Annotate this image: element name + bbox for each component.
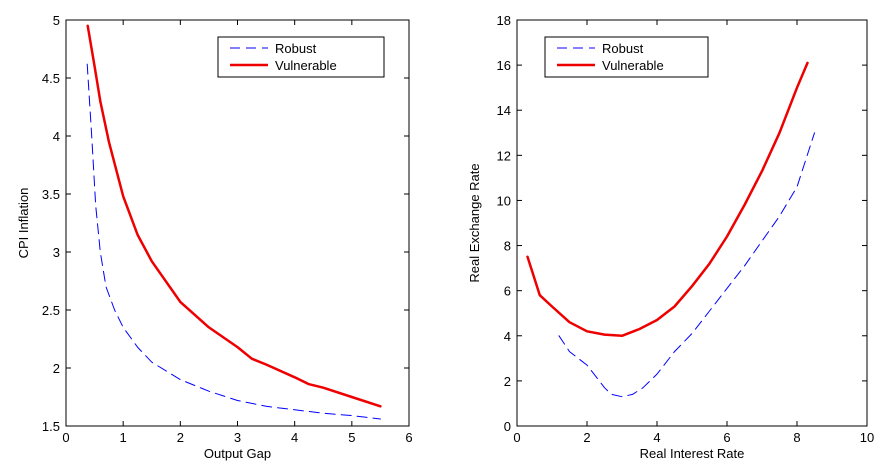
legend-label: Robust — [275, 41, 317, 56]
x-tick-label: 2 — [583, 430, 590, 445]
legend-box — [217, 36, 385, 78]
x-tick-label: 8 — [793, 430, 800, 445]
x-tick-label: 2 — [177, 430, 184, 445]
x-tick-label: 6 — [723, 430, 730, 445]
legend-label: Vulnerable — [602, 58, 664, 73]
chart-panel-1: 0 1 2 3 4 5 6 1.5 2 2.5 3 3.5 4 4.5 5 Output Gap CPI Inf… — [16, 13, 413, 461]
plot-area — [65, 19, 410, 427]
x-tick-label: 1 — [120, 430, 127, 445]
y-axis-label: CPI Inflation — [16, 188, 31, 259]
legend-label: Robust — [602, 41, 644, 56]
y-tick-label: 1.5 — [42, 419, 60, 434]
plot-area — [516, 19, 868, 427]
x-tick-label: 3 — [234, 430, 241, 445]
x-axis-label: Real Interest Rate — [640, 446, 745, 461]
x-axis-label: Output Gap — [204, 446, 271, 461]
y-tick-label: 3.5 — [42, 187, 60, 202]
x-tick-label: 0 — [62, 430, 69, 445]
y-tick-label: 4 — [504, 329, 511, 344]
y-tick-label: 8 — [504, 239, 511, 254]
y-tick-label: 16 — [497, 58, 511, 73]
x-tick-label: 4 — [291, 430, 298, 445]
y-tick-label: 6 — [504, 284, 511, 299]
y-tick-label: 18 — [497, 13, 511, 28]
series-line-vulnerable — [86, 24, 382, 408]
x-tick-label: 5 — [348, 430, 355, 445]
y-tick-label: 2 — [53, 361, 60, 376]
series-line-robust — [86, 63, 381, 420]
y-tick-label: 4.5 — [42, 71, 60, 86]
y-tick-label: 2.5 — [42, 303, 60, 318]
x-tick-label: 10 — [860, 430, 874, 445]
y-tick-label: 3 — [53, 245, 60, 260]
chart-panel-2: 0 2 4 6 8 10 0 2 4 6 8 10 12 14 16 18 Real Interest Rate… — [467, 13, 874, 461]
y-tick-label: 14 — [497, 103, 511, 118]
y-tick-label: 10 — [497, 193, 511, 208]
legend-box — [544, 36, 709, 78]
x-tick-label: 0 — [513, 430, 520, 445]
legend: Robust Vulnerable — [217, 36, 385, 78]
y-tick-label: 5 — [53, 13, 60, 28]
y-tick-label: 4 — [53, 129, 60, 144]
y-tick-label: 0 — [504, 419, 511, 434]
series-line-robust — [558, 132, 815, 398]
x-tick-label: 6 — [405, 430, 412, 445]
legend-label: Vulnerable — [275, 58, 337, 73]
y-axis-label: Real Exchange Rate — [467, 163, 482, 282]
series-line-vulnerable — [526, 61, 809, 338]
x-tick-label: 4 — [653, 430, 660, 445]
legend: Robust Vulnerable — [544, 36, 709, 78]
y-tick-label: 12 — [497, 148, 511, 163]
y-tick-label: 2 — [504, 374, 511, 389]
